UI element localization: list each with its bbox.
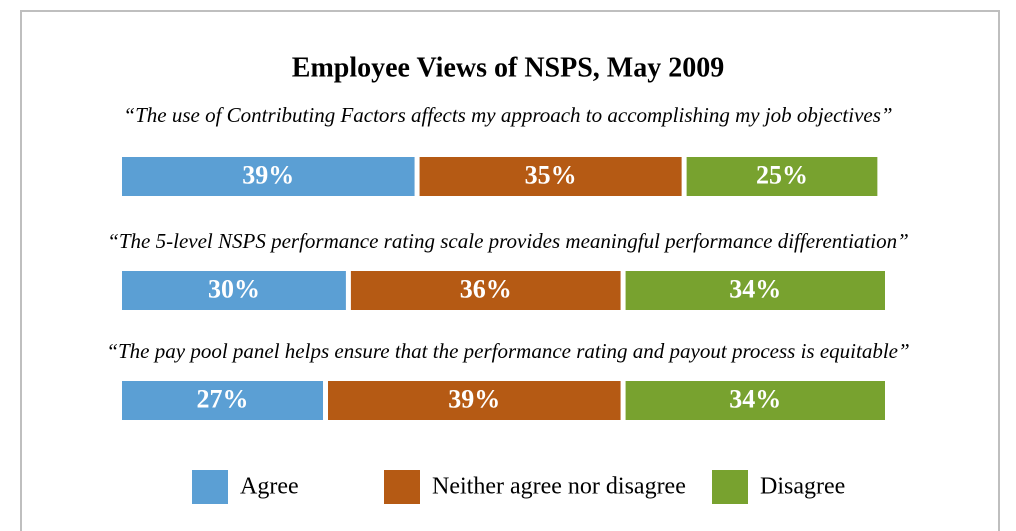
bar-segment [625, 271, 885, 310]
value-label: 27% [197, 384, 249, 413]
bar-segment [328, 381, 621, 420]
chart-title: Employee Views of NSPS, May 2009 [292, 52, 724, 83]
value-label: 34% [729, 384, 781, 413]
value-label: 39% [448, 384, 500, 413]
value-label: 34% [729, 274, 781, 303]
value-label: 30% [208, 274, 260, 303]
bar-segment [122, 271, 346, 310]
bar-segment [625, 381, 885, 420]
bar-segment [419, 157, 682, 196]
legend-swatch [712, 470, 748, 504]
question-label: “The use of Contributing Factors affects… [123, 103, 892, 127]
value-label: 39% [242, 160, 294, 189]
bar-segment [350, 271, 621, 310]
bar-segment [686, 157, 878, 196]
bar-segment [122, 381, 324, 420]
legend-label: Disagree [760, 474, 845, 500]
legend-label: Agree [240, 474, 299, 500]
value-label: 25% [756, 160, 808, 189]
legend-swatch [384, 470, 420, 504]
value-label: 35% [525, 160, 577, 189]
question-label: “The 5-level NSPS performance rating sca… [107, 229, 909, 253]
question-label: “The pay pool panel helps ensure that th… [106, 339, 909, 363]
legend-label: Neither agree nor disagree [432, 474, 686, 500]
legend-swatch [192, 470, 228, 504]
value-label: 36% [460, 274, 512, 303]
bar-segment [122, 157, 415, 196]
